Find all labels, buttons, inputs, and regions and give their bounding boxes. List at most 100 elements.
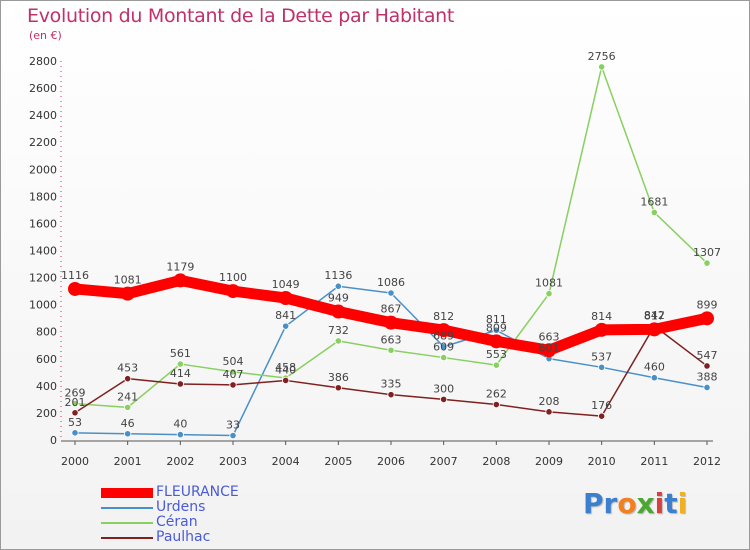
data-point-fleurance: [700, 311, 714, 326]
data-label-fleurance: 899: [697, 298, 718, 311]
y-tick-label: 2800: [29, 55, 57, 68]
data-point-paulhac: [545, 408, 553, 416]
x-tick-label: 2006: [377, 455, 405, 468]
x-tick-label: 2000: [61, 455, 89, 468]
data-label-paulhac: 176: [591, 399, 612, 412]
data-point-c-ran: [176, 360, 184, 368]
data-point-fleurance: [647, 322, 662, 337]
x-tick-label: 2002: [166, 455, 194, 468]
logo-letter: t: [664, 487, 678, 520]
data-point-fleurance: [173, 273, 188, 288]
y-tick-label: 600: [36, 353, 57, 366]
data-label-c-ran: 1681: [640, 195, 668, 208]
data-point-fleurance: [68, 281, 82, 296]
data-label-paulhac: 453: [117, 362, 138, 375]
x-tick-label: 2010: [588, 455, 616, 468]
data-point-urdens: [703, 383, 711, 392]
data-label-paulhac: 335: [381, 378, 402, 391]
data-label-urdens: 841: [275, 309, 296, 322]
data-label-paulhac: 386: [328, 371, 349, 384]
data-label-fleurance: 1179: [166, 260, 194, 273]
data-label-fleurance: 1081: [114, 274, 142, 287]
data-label-c-ran: 561: [170, 347, 191, 360]
logo-letter: i: [654, 487, 665, 520]
data-label-fleurance: 814: [591, 310, 612, 323]
data-point-c-ran: [229, 368, 237, 376]
data-label-urdens: 46: [121, 417, 135, 430]
data-point-fleurance: [226, 284, 240, 299]
data-label-c-ran: 732: [328, 324, 349, 337]
legend-label: Paulhac: [156, 529, 211, 545]
legend-swatch: [101, 488, 153, 498]
x-tick-label: 2008: [482, 455, 510, 468]
data-point-urdens: [282, 322, 290, 330]
x-tick-label: 2012: [693, 455, 721, 468]
y-tick-label: 1800: [29, 190, 57, 203]
x-tick-label: 2009: [535, 455, 563, 468]
data-label-c-ran: 1307: [693, 246, 721, 259]
series-layer: [68, 63, 714, 440]
data-label-fleurance: 949: [328, 292, 349, 305]
data-point-urdens: [387, 289, 395, 297]
y-tick-label: 2000: [29, 163, 57, 176]
data-label-paulhac: 407: [223, 368, 244, 381]
data-point-urdens: [229, 431, 237, 440]
data-point-c-ran: [334, 337, 342, 345]
x-tick-label: 2005: [324, 455, 352, 468]
data-point-urdens: [492, 326, 500, 334]
data-label-paulhac: 208: [539, 395, 560, 408]
data-point-urdens: [176, 430, 184, 439]
data-label-c-ran: 1081: [535, 277, 563, 290]
x-tick-label: 2001: [114, 455, 142, 468]
data-label-fleurance: 812: [433, 310, 454, 323]
data-label-c-ran: 663: [381, 333, 402, 346]
data-label-fleurance: 817: [644, 309, 665, 322]
data-point-paulhac: [282, 376, 290, 385]
axes: 0 200 400 600 800 1000 1200 1400 1600 1800 2000 220…: [29, 55, 721, 468]
legend-label: Urdens: [156, 499, 206, 515]
data-label-urdens: 689: [433, 330, 454, 343]
data-label-c-ran: 269: [65, 387, 86, 400]
x-tick-label: 2004: [272, 455, 300, 468]
data-point-paulhac: [334, 384, 342, 392]
data-label-paulhac: 300: [433, 382, 454, 395]
data-label-urdens: 53: [68, 416, 82, 429]
data-label-c-ran: 504: [223, 355, 244, 368]
data-labels: 53 46 40 33 841 1136 1086 689 811 601 537 460 388 269…: [61, 50, 721, 432]
y-tick-label: 2600: [29, 82, 57, 95]
data-point-fleurance: [384, 315, 398, 330]
data-label-fleurance: 1100: [219, 271, 247, 284]
data-label-urdens: 388: [697, 370, 718, 383]
y-tick-label: 1400: [29, 245, 57, 258]
data-label-urdens: 460: [644, 361, 665, 374]
data-point-c-ran: [124, 403, 132, 411]
data-label-fleurance: 867: [381, 303, 402, 316]
data-point-c-ran: [387, 346, 395, 354]
data-label-urdens: 1136: [324, 269, 352, 282]
data-point-paulhac: [440, 395, 448, 403]
x-tick-label: 2011: [640, 455, 668, 468]
data-point-urdens: [598, 363, 606, 371]
data-point-paulhac: [71, 409, 79, 417]
data-point-fleurance: [489, 334, 504, 349]
data-point-fleurance: [542, 343, 556, 358]
data-point-paulhac: [598, 412, 606, 420]
data-label-c-ran: 241: [117, 390, 138, 403]
x-tick-label: 2007: [430, 455, 458, 468]
data-point-paulhac: [229, 381, 237, 389]
data-point-fleurance: [594, 322, 609, 337]
y-tick-label: 200: [36, 407, 57, 420]
y-tick-label: 0: [50, 434, 57, 447]
data-label-paulhac: 414: [170, 367, 191, 380]
data-label-paulhac: 262: [486, 388, 507, 401]
legend-label: Céran: [156, 514, 198, 530]
data-point-fleurance: [436, 323, 451, 338]
data-point-fleurance: [331, 304, 346, 319]
logo-letter: P: [583, 487, 604, 520]
data-label-paulhac: 842: [644, 309, 665, 322]
data-point-fleurance: [120, 286, 135, 301]
data-point-urdens: [334, 282, 342, 290]
data-point-c-ran: [650, 208, 658, 217]
data-label-c-ran: 458: [275, 361, 296, 374]
y-tick-label: 2200: [29, 136, 57, 149]
